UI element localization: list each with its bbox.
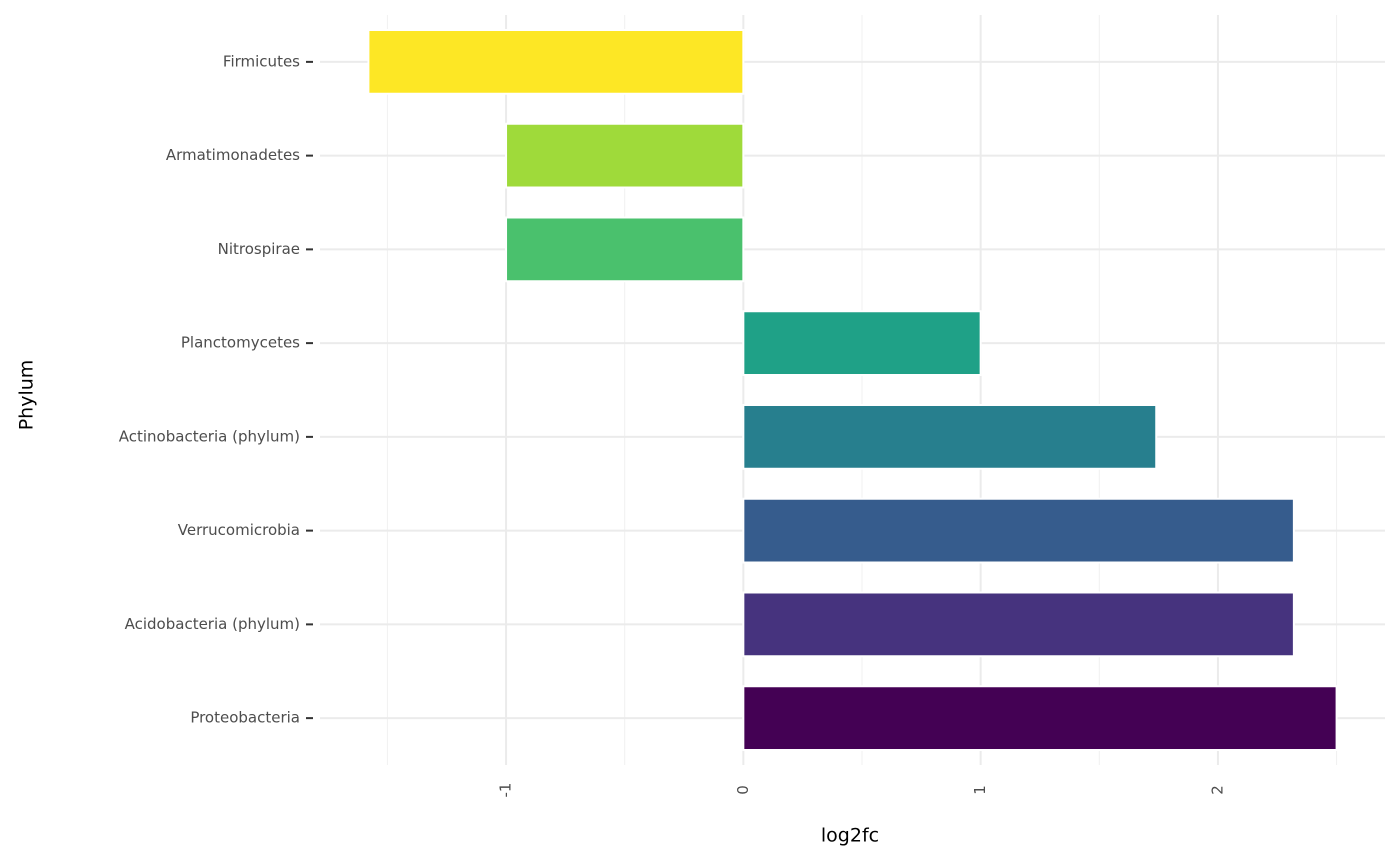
x-tick-label: 2 xyxy=(1208,785,1226,795)
x-tick-label: 1 xyxy=(971,785,989,795)
bar xyxy=(742,310,982,376)
y-tick-label: Nitrospirae xyxy=(218,240,300,258)
y-tick-label: Firmicutes xyxy=(223,52,300,70)
bar xyxy=(742,497,1295,564)
y-tick-label: Verrucomicrobia xyxy=(178,521,300,539)
y-tick-label: Proteobacteria xyxy=(190,709,300,727)
bar xyxy=(505,122,745,189)
y-tick-label: Armatimonadetes xyxy=(166,146,300,164)
y-tick-label: Acidobacteria (phylum) xyxy=(125,615,300,633)
y-tick-label: Planctomycetes xyxy=(181,334,300,352)
bar xyxy=(367,29,745,95)
y-axis-title: Phylum xyxy=(16,360,38,431)
x-axis-title: log2fc xyxy=(821,825,879,847)
bar xyxy=(505,216,745,283)
bar xyxy=(742,591,1295,658)
bar xyxy=(742,404,1158,470)
x-tick-label: -1 xyxy=(497,783,515,798)
x-tick-label: 0 xyxy=(734,785,752,795)
bar xyxy=(742,685,1338,751)
y-tick-label: Actinobacteria (phylum) xyxy=(119,427,300,445)
